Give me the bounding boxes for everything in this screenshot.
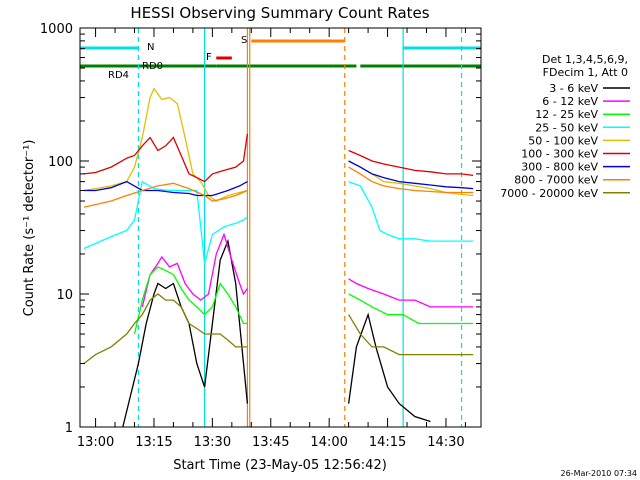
- plot-frame: [79, 27, 482, 428]
- series-5-line-0: [83, 133, 249, 183]
- y-tick-label: 100: [48, 155, 73, 170]
- series-1-line-1: [348, 278, 474, 308]
- series-2-line-0: [133, 266, 248, 335]
- series-7-line-0: [83, 182, 248, 208]
- series-8-line-0: [83, 293, 248, 365]
- chart-title: HESSI Observing Summary Count Rates: [130, 4, 429, 22]
- series-8-line-1: [348, 314, 474, 356]
- series-lines: [83, 87, 474, 428]
- x-tick-label: 13:00: [77, 435, 114, 450]
- flag-label-rd4: RD4: [108, 70, 129, 81]
- legend-entry-label: 12 - 25 keV: [535, 108, 598, 121]
- series-0-line-1: [347, 312, 431, 423]
- series-1-line-0: [141, 232, 248, 308]
- x-tick-label: 13:30: [194, 435, 231, 450]
- legend-entry-label: 800 - 7000 keV: [514, 174, 598, 187]
- series-6-line-0: [83, 180, 248, 197]
- series-5-line-1: [348, 149, 474, 177]
- legend-entry-label: 25 - 50 keV: [535, 121, 598, 134]
- x-tick-label: 13:15: [135, 435, 172, 450]
- legend-entry-label: 7000 - 20000 keV: [500, 187, 598, 200]
- vertical-markers: [137, 28, 463, 427]
- flag-label-n: N: [147, 42, 154, 53]
- y-tick-label: 10: [56, 288, 73, 303]
- series-2-line-1: [348, 293, 474, 325]
- x-tick-label: 14:15: [369, 435, 406, 450]
- flag-label-s: S: [241, 35, 247, 46]
- legend-entry-label: 300 - 800 keV: [521, 161, 598, 174]
- y-tick-label: 1: [65, 421, 73, 436]
- x-tick-label: 14:00: [310, 435, 347, 450]
- flag-label-rd0: RD0: [142, 61, 163, 72]
- series-3-line-0: [83, 180, 248, 264]
- footer-date: 26-Mar-2010 07:34: [561, 469, 638, 478]
- series-7-line-1: [348, 166, 474, 194]
- legend-entry-label: 6 - 12 keV: [542, 95, 598, 108]
- legend-entry-label: 100 - 300 keV: [521, 148, 598, 161]
- x-axis-label: Start Time (23-May-05 12:56:42): [173, 458, 387, 473]
- legend: Det 1,3,4,5,6,9,FDecim 1, Att 0 3 - 6 keV…: [500, 53, 630, 200]
- legend-entry-label: 3 - 6 keV: [549, 82, 598, 95]
- legend-header-line: Det 1,3,4,5,6,9,: [542, 53, 628, 66]
- x-tick-label: 13:45: [252, 435, 289, 450]
- legend-entry-label: 50 - 100 keV: [528, 134, 598, 147]
- flag-bars: N RD0 RD4 F S: [80, 35, 481, 81]
- series-6-line-1: [348, 160, 474, 190]
- x-axis-ticks: 13:00 13:15 13:30 13:45 14:00 14:15 14:30: [77, 28, 466, 450]
- legend-header-line: FDecim 1, Att 0: [543, 66, 628, 79]
- flag-label-f: F: [206, 52, 212, 63]
- y-tick-label: 1000: [40, 22, 73, 37]
- x-tick-label: 14:30: [427, 435, 464, 450]
- y-axis-label: Count Rate (s⁻¹ detector⁻¹): [22, 140, 37, 317]
- y-axis-ticks: 1 10 100 1000: [40, 22, 481, 436]
- series-0-line-0: [122, 238, 249, 428]
- series-3-line-1: [348, 180, 474, 242]
